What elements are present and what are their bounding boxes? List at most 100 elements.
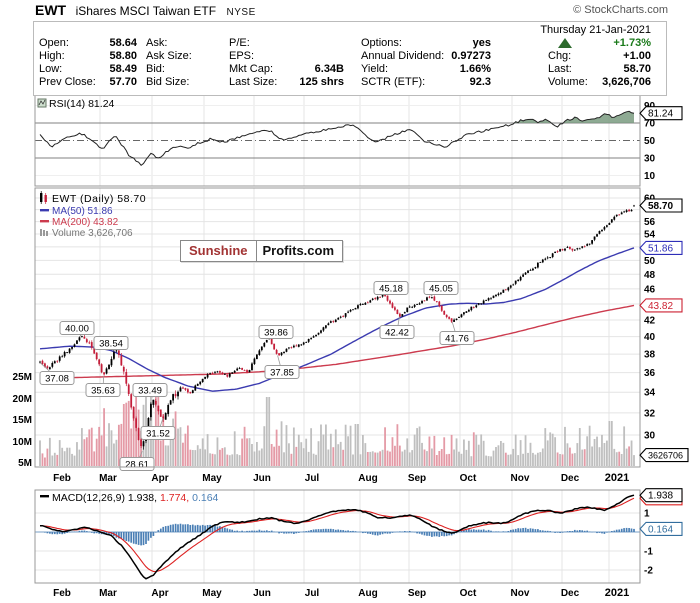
candle-body [384,294,386,297]
volume-bar [482,440,485,466]
candle-body [196,383,199,386]
volume-bar [44,457,46,466]
price-tick-label: 50 [644,256,656,267]
candle-body [204,376,207,379]
candle-body [389,300,391,304]
quote-right-value-0: +1.00 [623,50,651,62]
axis-callout [639,106,683,121]
candle-body [369,300,372,303]
candle-body [556,251,559,253]
volume-bar [270,444,273,466]
volume-bar [329,433,332,466]
macd-legend-part: 1.774, [157,492,189,504]
month-label: Feb [53,473,71,484]
candle-body [223,374,226,375]
candle-body [354,308,357,310]
volume-tick-label: 25M [13,372,32,383]
rsi-icon-zigzag [38,99,46,106]
candle-body [445,314,448,318]
volume-bar [458,451,460,466]
volume-bar [108,423,110,466]
candle-body [421,301,423,304]
candle-body [312,336,315,338]
volume-icon [40,229,42,236]
quote-right-label-2: Volume: [548,76,588,88]
candle-body [426,297,428,301]
volume-bar [285,425,288,466]
axis-callout [639,240,683,255]
volume-bar [605,440,608,466]
candle-body [502,289,505,293]
volume-bar [179,427,182,466]
volume-bar [260,448,263,466]
volume-bar [228,455,231,466]
candle-body [177,391,179,397]
candle-body [219,371,221,373]
up-triangle-icon [558,38,572,48]
candle-body [332,321,335,322]
volume-bar [246,438,248,466]
volume-bar [433,435,436,466]
candle-body [83,336,86,339]
volume-bar [371,451,374,466]
candle-body [588,243,591,245]
month-label: Dec [561,473,580,484]
volume-bar [401,451,404,466]
volume-bar [576,443,579,466]
candle-body [258,350,261,355]
quote-value-3-0: yes [472,37,491,49]
candle-body [381,294,384,297]
candle-body [115,350,118,352]
volume-bar [159,440,162,466]
volume-bar [364,443,367,466]
candle-body [465,311,468,313]
quote-value-0-0: 58.64 [109,37,137,49]
candle-body [216,371,219,373]
volume-bar [519,440,522,466]
volume-legend: Volume 3,626,706 [52,228,133,239]
candle-body [51,363,54,367]
volume-bar [477,444,480,466]
volume-bar [522,453,524,466]
candle-body [63,352,66,357]
candle-body [620,212,623,215]
candle-body [507,287,510,291]
volume-bar [386,450,389,466]
candle-body [586,244,589,246]
candle-body [275,349,278,354]
volume-bar [98,426,101,466]
candle-body [48,367,51,370]
macd-tick-label: -1 [644,547,653,558]
volume-bar [485,455,488,466]
candle-body [221,372,224,375]
volume-bar [453,449,455,466]
volume-bar [495,447,497,466]
price-tick-label: 48 [644,270,656,281]
candle-body [386,295,389,301]
watermark-box: Sunshine Profits.com [180,240,344,262]
candle-body [497,293,500,295]
volume-bar [586,436,589,466]
volume-bar [546,440,549,466]
volume-bar [196,445,199,466]
volume-bar [551,433,554,466]
candle-body [206,374,209,378]
candle-body [76,340,78,344]
candle-body [68,348,71,353]
candle-body [554,251,557,253]
axis-callout [639,521,683,536]
volume-icon [43,230,45,236]
month-label: 2021 [605,587,629,599]
candle-body [211,373,214,374]
volume-bar [569,447,571,466]
quote-panel: Open: 58.64 High: 58.80 Low: 58.49 Prev Close:… [33,21,667,96]
candle-body [512,284,515,286]
month-label: Mar [99,473,117,484]
volume-bar [394,445,396,466]
volume-bar [223,447,226,466]
volume-bar [231,454,234,466]
volume-bar [628,446,630,466]
volume-tick-label: 5M [18,458,32,469]
volume-bar [581,449,584,466]
